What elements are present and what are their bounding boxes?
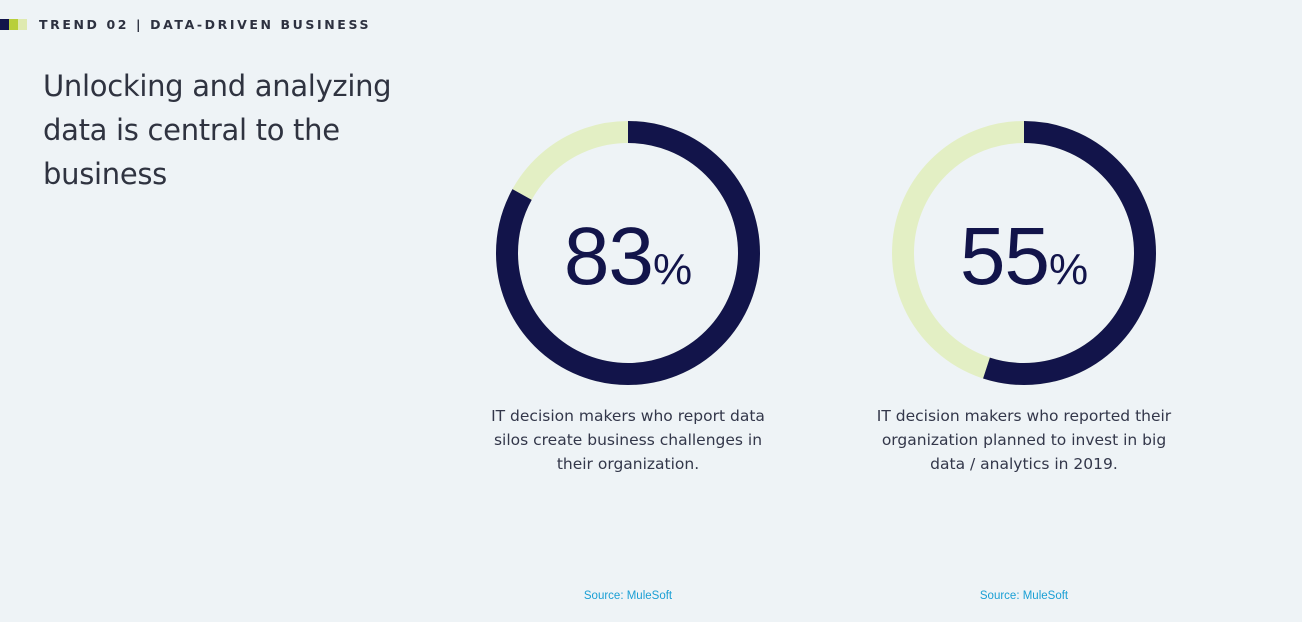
donut-1-center-value: 83% <box>468 210 788 304</box>
headline-line-1: Unlocking and analyzing <box>43 69 392 103</box>
donut-2-source: Source: MuleSoft <box>979 590 1069 602</box>
header-color-swatches <box>0 18 27 30</box>
donut-1-value-arc <box>496 121 760 385</box>
donut-chart-1: 83% IT decision makers who report data s… <box>468 118 788 608</box>
page-headline: Unlocking and analyzing data is central … <box>43 64 463 196</box>
donut-1-caption-line: silos create business challenges in <box>493 431 763 449</box>
donut-2-caption-line: IT decision makers who reported their <box>876 407 1172 425</box>
donut-1-caption: IT decision makers who report data silos… <box>468 404 788 476</box>
donut-chart-2: 55% IT decision makers who reported thei… <box>864 118 1184 608</box>
donut-1-value: 83 <box>563 211 654 302</box>
donut-2-value: 55 <box>959 211 1050 302</box>
donut-2-unit: % <box>1049 245 1089 294</box>
donut-2-caption-line: data / analytics in 2019. <box>930 455 1118 473</box>
headline-line-2: data is central to the business <box>43 113 340 191</box>
donut-1-source: Source: MuleSoft <box>583 590 673 602</box>
donut-2-caption: IT decision makers who reported their or… <box>864 404 1184 476</box>
donut-1-unit: % <box>653 245 693 294</box>
donut-2-value-arc <box>892 121 1156 385</box>
donut-1-caption-line: their organization. <box>556 455 700 473</box>
donut-svg-2 <box>892 121 1156 385</box>
header-swatch-1 <box>0 18 9 30</box>
section-label: TREND 02 | DATA-DRIVEN BUSINESS <box>39 16 372 32</box>
section-header: TREND 02 | DATA-DRIVEN BUSINESS <box>0 16 372 32</box>
header-swatch-2 <box>9 18 18 30</box>
donut-svg-1 <box>496 121 760 385</box>
donut-1-caption-line: IT decision makers who report data <box>491 407 765 425</box>
donut-2-caption-line: organization planned to invest in big <box>881 431 1167 449</box>
header-swatch-3 <box>18 18 27 30</box>
donut-2-center-value: 55% <box>864 210 1184 304</box>
